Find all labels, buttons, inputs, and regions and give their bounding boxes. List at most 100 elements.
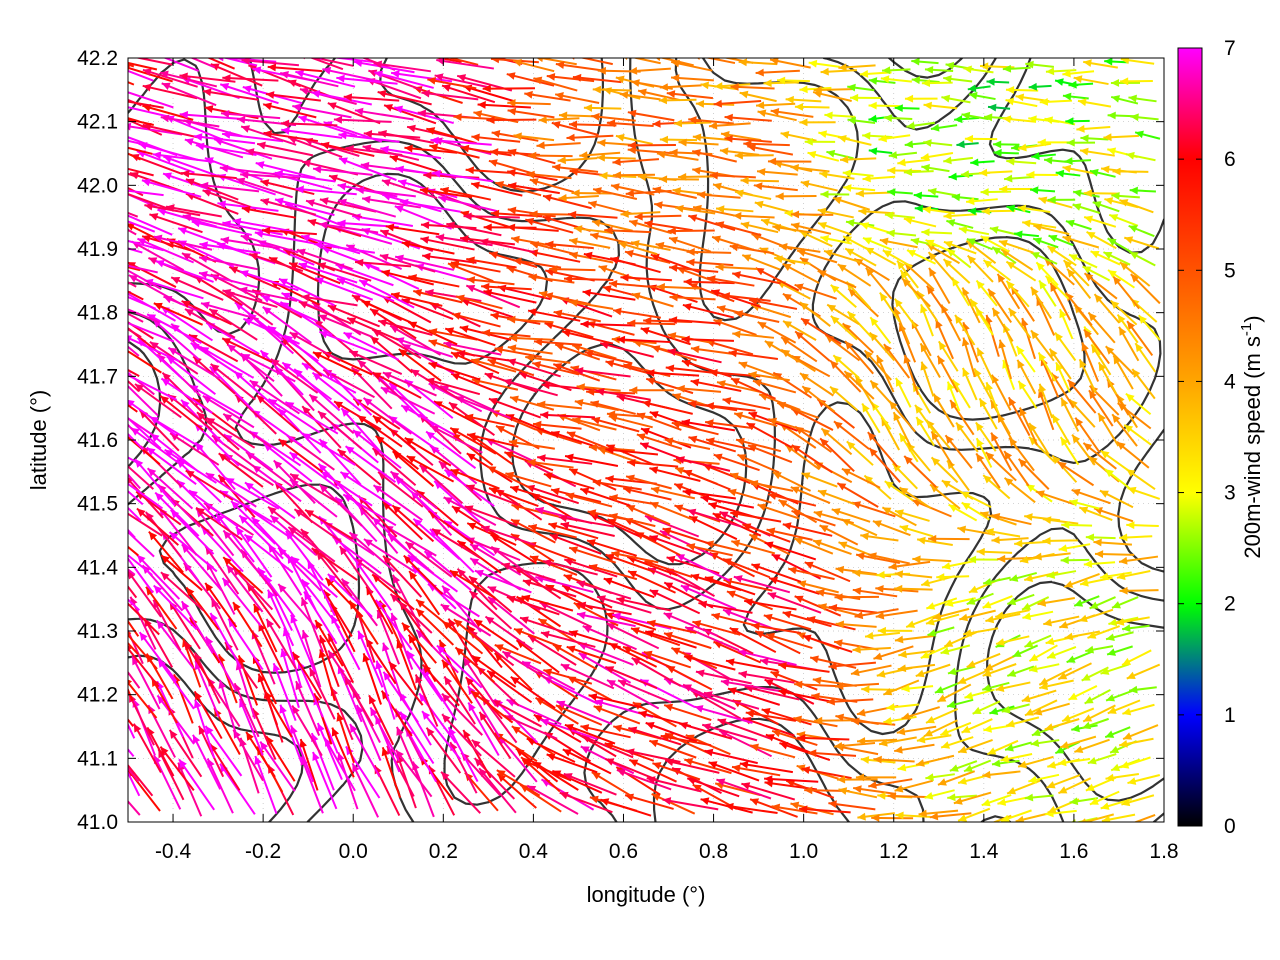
wind-arrow <box>927 251 954 281</box>
wind-arrow <box>667 227 715 235</box>
wind-arrow <box>156 619 195 670</box>
wind-arrow <box>797 734 850 742</box>
wind-arrow <box>267 398 321 434</box>
wind-arrow <box>1074 417 1101 454</box>
wind-arrow <box>1125 151 1156 162</box>
wind-arrow <box>521 594 574 612</box>
wind-arrow <box>896 725 937 736</box>
wind-arrow <box>443 675 476 725</box>
wind-arrow <box>622 645 672 669</box>
wind-arrow <box>532 361 580 376</box>
wind-arrow <box>261 226 317 236</box>
wind-arrow <box>361 195 421 209</box>
wind-arrow <box>629 386 674 395</box>
wind-arrow <box>1043 615 1080 627</box>
wind-arrow <box>652 186 697 199</box>
wind-arrow <box>649 535 702 556</box>
wind-arrow <box>855 773 897 782</box>
wind-arrow <box>1115 616 1150 626</box>
wind-arrow <box>404 144 458 154</box>
wind-arrow <box>327 304 380 328</box>
wind-arrow <box>183 640 215 689</box>
wind-arrow <box>1006 593 1035 606</box>
wind-arrow <box>205 472 257 508</box>
wind-arrow <box>430 136 492 146</box>
wind-arrow <box>854 608 899 620</box>
wind-arrow <box>813 510 854 525</box>
wind-arrow <box>894 104 920 113</box>
wind-arrow <box>138 409 180 452</box>
wind-arrow <box>728 349 779 361</box>
wind-arrow <box>824 111 856 120</box>
wind-arrow <box>864 631 901 640</box>
wind-arrow <box>128 328 142 339</box>
wind-arrow <box>137 237 195 264</box>
wind-arrow <box>799 85 832 94</box>
wind-arrow <box>901 277 931 308</box>
wind-arrow <box>757 321 797 344</box>
wind-arrow <box>428 328 478 341</box>
wind-arrow <box>605 553 656 574</box>
wind-arrow <box>1061 521 1093 529</box>
wind-arrow <box>700 494 755 509</box>
wind-arrow <box>181 300 233 326</box>
wind-arrow <box>671 420 719 436</box>
wind-arrow <box>1106 645 1133 656</box>
wind-arrow <box>814 716 856 725</box>
wind-arrow <box>375 435 419 470</box>
wind-arrow <box>369 307 417 340</box>
wind-arrow <box>826 697 874 706</box>
wind-arrow <box>793 715 838 728</box>
wind-arrow <box>327 633 355 684</box>
wind-arrow <box>128 266 141 272</box>
wind-arrow <box>806 616 856 631</box>
wind-arrow <box>1028 663 1060 673</box>
wind-arrow <box>161 82 217 107</box>
wind-arrow <box>963 65 994 74</box>
wind-arrow <box>343 331 400 361</box>
wind-arrow <box>279 70 339 88</box>
wind-arrow <box>637 88 681 102</box>
wind-arrow <box>966 592 994 605</box>
wind-arrow <box>1071 488 1111 505</box>
wind-arrow <box>456 568 498 611</box>
wind-arrow <box>670 74 714 82</box>
wind-arrow <box>506 223 559 232</box>
wind-arrow <box>628 726 682 746</box>
wind-arrow <box>1128 94 1157 103</box>
wind-arrow <box>496 773 537 809</box>
wind-arrow <box>318 483 363 527</box>
wind-arrow <box>911 76 940 85</box>
wind-arrow <box>494 181 542 197</box>
wind-arrow <box>1002 115 1036 124</box>
wind-arrow <box>451 505 499 537</box>
wind-arrow <box>374 70 434 89</box>
wind-arrow <box>878 736 917 747</box>
wind-arrow <box>964 134 998 143</box>
wind-arrow <box>920 644 951 659</box>
wind-arrow <box>913 191 939 200</box>
wind-arrow <box>569 299 614 310</box>
wind-arrow <box>742 523 791 543</box>
wind-arrow <box>894 509 930 522</box>
wind-arrow <box>678 172 718 181</box>
wind-arrow <box>666 90 714 100</box>
wind-arrow <box>486 116 537 125</box>
wind-arrow <box>943 211 978 220</box>
wind-arrow <box>263 102 317 119</box>
wind-arrow <box>177 227 237 251</box>
wind-arrow <box>767 417 811 434</box>
wind-arrow <box>875 609 918 620</box>
wind-arrow <box>262 306 312 344</box>
wind-arrow <box>128 641 139 655</box>
wind-arrow <box>587 200 632 215</box>
wind-arrow <box>154 491 200 537</box>
wind-arrow <box>1025 60 1054 69</box>
wind-arrow <box>391 504 435 543</box>
wind-arrow <box>708 761 760 782</box>
wind-arrow <box>978 168 1013 177</box>
wind-arrow <box>943 75 973 83</box>
wind-arrow <box>892 462 918 490</box>
wind-arrow <box>1048 348 1072 380</box>
wind-arrow <box>338 131 400 143</box>
